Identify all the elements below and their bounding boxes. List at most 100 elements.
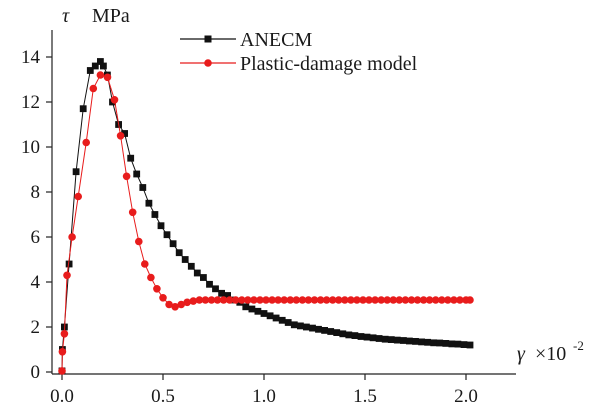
data-point-plastic-damage bbox=[147, 273, 155, 282]
data-point-plastic-damage bbox=[371, 296, 379, 304]
y-tick-label: 8 bbox=[31, 182, 41, 203]
data-point-plastic-damage bbox=[268, 296, 276, 304]
x-tick-label: 1.5 bbox=[353, 386, 377, 407]
data-point-anecm bbox=[412, 338, 419, 345]
data-point-plastic-damage bbox=[359, 296, 367, 304]
data-point-plastic-damage bbox=[316, 296, 325, 304]
data-point-anecm bbox=[193, 269, 201, 277]
data-point-anecm bbox=[442, 340, 450, 347]
data-point-plastic-damage bbox=[135, 237, 143, 246]
legend: ANECM Plastic-damage model bbox=[180, 29, 418, 75]
data-point-plastic-damage bbox=[231, 296, 240, 304]
data-point-anecm bbox=[400, 337, 407, 344]
legend-label-anecm: ANECM bbox=[240, 29, 312, 51]
data-point-anecm bbox=[133, 170, 141, 178]
data-point-anecm bbox=[218, 289, 225, 297]
data-point-anecm bbox=[290, 321, 298, 329]
data-point-anecm bbox=[369, 334, 377, 342]
ticks: 0.0 0.5 1.0 1.5 2.0 0 2 4 6 8 10 12 14 bbox=[21, 47, 478, 407]
data-point-anecm bbox=[315, 325, 322, 333]
data-point-plastic-damage bbox=[431, 296, 440, 304]
data-point-anecm bbox=[418, 338, 425, 346]
data-point-plastic-damage bbox=[177, 300, 185, 309]
data-point-plastic-damage bbox=[225, 296, 234, 304]
series-layer bbox=[58, 58, 474, 375]
data-point-plastic-damage bbox=[365, 296, 373, 304]
data-point-anecm bbox=[145, 199, 153, 207]
data-point-anecm bbox=[212, 285, 219, 293]
data-point-anecm bbox=[363, 333, 371, 341]
data-point-plastic-damage bbox=[256, 296, 264, 304]
data-point-plastic-damage bbox=[63, 271, 71, 280]
data-point-plastic-damage bbox=[183, 298, 191, 307]
data-point-plastic-damage bbox=[292, 296, 301, 304]
data-point-plastic-damage bbox=[68, 233, 76, 241]
data-point-plastic-damage bbox=[334, 296, 343, 304]
data-point-anecm bbox=[86, 67, 94, 74]
data-point-anecm bbox=[266, 312, 274, 320]
data-point-anecm bbox=[139, 184, 147, 191]
data-point-anecm bbox=[79, 105, 87, 113]
data-point-plastic-damage bbox=[219, 296, 228, 304]
y-axis-unit: MPa bbox=[92, 5, 130, 27]
data-point-plastic-damage bbox=[444, 296, 452, 304]
data-point-anecm bbox=[72, 168, 80, 176]
data-point-plastic-damage bbox=[58, 348, 67, 356]
y-tick-label: 12 bbox=[21, 92, 40, 113]
data-point-plastic-damage bbox=[141, 260, 149, 268]
data-point-plastic-damage bbox=[171, 303, 179, 311]
data-point-plastic-damage bbox=[407, 296, 416, 304]
legend-label-plastic-damage: Plastic-damage model bbox=[240, 53, 418, 75]
data-point-plastic-damage bbox=[389, 296, 398, 304]
data-point-plastic-damage bbox=[413, 296, 422, 304]
data-point-anecm bbox=[466, 341, 474, 349]
data-point-plastic-damage bbox=[341, 296, 349, 304]
data-point-anecm bbox=[181, 256, 189, 263]
data-point-plastic-damage bbox=[401, 296, 410, 304]
data-point-plastic-damage bbox=[419, 296, 428, 304]
data-point-anecm bbox=[242, 303, 250, 311]
data-point-plastic-damage bbox=[383, 296, 392, 304]
data-point-plastic-damage bbox=[425, 296, 434, 304]
y-tick-label: 4 bbox=[31, 272, 41, 293]
x-tick-label: 0.5 bbox=[151, 386, 175, 407]
data-point-plastic-damage bbox=[103, 73, 112, 82]
data-point-anecm bbox=[393, 336, 401, 344]
data-point-plastic-damage bbox=[280, 296, 289, 304]
series-line-plastic-damage bbox=[61, 74, 470, 371]
data-point-plastic-damage bbox=[122, 172, 131, 181]
data-point-plastic-damage bbox=[298, 296, 307, 304]
y-tick-label: 14 bbox=[21, 47, 41, 68]
data-point-plastic-damage bbox=[438, 296, 446, 304]
series-anecm bbox=[58, 58, 474, 375]
data-point-anecm bbox=[278, 316, 286, 324]
series-line-anecm bbox=[61, 60, 471, 371]
data-point-anecm bbox=[460, 341, 468, 348]
data-point-plastic-damage bbox=[96, 71, 105, 79]
data-point-plastic-damage bbox=[207, 296, 216, 304]
data-point-anecm bbox=[151, 211, 159, 218]
data-point-anecm bbox=[303, 323, 310, 331]
data-point-anecm bbox=[206, 280, 213, 288]
data-point-anecm bbox=[175, 249, 183, 257]
y-tick-label: 0 bbox=[31, 362, 41, 383]
data-point-plastic-damage bbox=[310, 296, 319, 304]
data-point-anecm bbox=[345, 331, 353, 339]
data-point-plastic-damage bbox=[377, 296, 386, 304]
data-point-anecm bbox=[248, 305, 256, 313]
data-point-plastic-damage bbox=[89, 84, 98, 93]
data-point-anecm bbox=[127, 154, 135, 162]
data-point-plastic-damage bbox=[286, 296, 295, 304]
x-axis-exponent: -2 bbox=[573, 338, 584, 353]
data-point-anecm bbox=[100, 62, 107, 70]
data-point-plastic-damage bbox=[74, 192, 82, 201]
data-point-anecm bbox=[157, 222, 165, 230]
legend-item-anecm: ANECM bbox=[180, 29, 312, 51]
y-tick-label: 2 bbox=[31, 317, 41, 338]
data-point-anecm bbox=[97, 58, 104, 65]
data-point-anecm bbox=[333, 329, 341, 336]
data-point-anecm bbox=[272, 314, 280, 322]
data-point-anecm bbox=[351, 332, 359, 339]
x-tick-label: 2.0 bbox=[454, 386, 478, 407]
data-point-anecm bbox=[424, 338, 431, 346]
